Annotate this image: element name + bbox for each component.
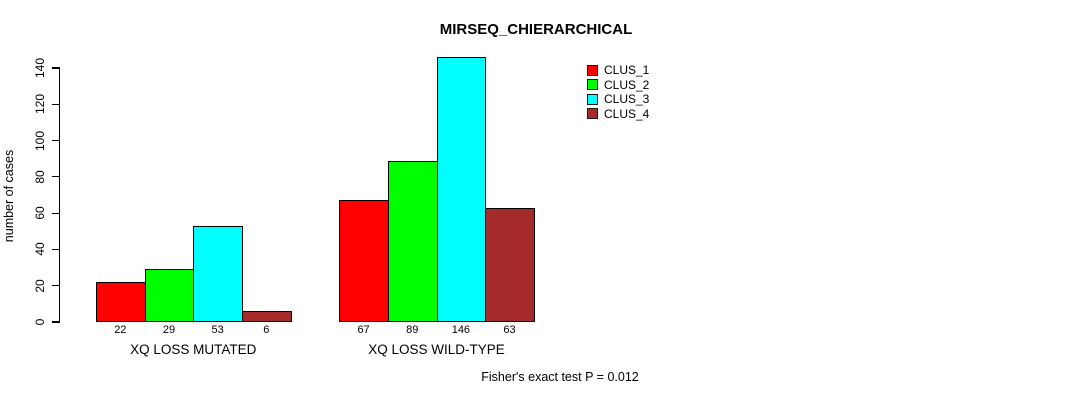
legend-swatch-icon: [587, 108, 598, 120]
y-axis-tick: [52, 103, 60, 105]
bar-value-label: 63: [503, 324, 516, 336]
y-axis-tick-label: 40: [33, 242, 47, 257]
y-axis-tick-label: 20: [33, 279, 47, 293]
y-axis-tick-label: 140: [33, 57, 47, 79]
y-axis-tick: [52, 248, 60, 251]
bar-clus_2-group2: [387, 160, 438, 322]
y-axis-tick-label: 0: [33, 318, 47, 326]
y-axis-tick: [52, 139, 60, 142]
bar-clus_4-group1: [241, 311, 292, 322]
bar-clus_3-group2: [436, 57, 487, 322]
bar-clus_1-group1: [96, 282, 146, 322]
y-axis-tick: [52, 176, 60, 178]
legend-swatch-icon: [587, 93, 598, 105]
legend-label: CLUS_1: [604, 63, 650, 78]
legend-label: CLUS_2: [604, 77, 650, 92]
bar-clus_3-group1: [193, 225, 243, 322]
y-axis-tick: [52, 67, 60, 69]
y-axis-tick: [52, 285, 60, 287]
legend-item-clus_2: CLUS_2: [587, 78, 649, 93]
y-axis-line: [59, 68, 61, 322]
y-axis-title: number of cases: [1, 149, 16, 243]
bar-value-label: 146: [451, 324, 471, 336]
y-axis-tick-label: 100: [33, 130, 47, 151]
y-axis-tick: [52, 321, 60, 323]
legend: CLUS_1 CLUS_2 CLUS_3 CLUS_4: [587, 63, 649, 121]
y-axis-tick: [52, 212, 60, 214]
bar-value-label: 22: [114, 324, 127, 336]
bar-value-label: 6: [263, 324, 270, 336]
chart-title: MIRSEQ_CHIERARCHICAL: [439, 21, 633, 38]
legend-swatch-icon: [587, 64, 598, 76]
legend-label: CLUS_4: [604, 106, 650, 121]
bar-clus_4-group2: [485, 207, 535, 322]
legend-swatch-icon: [587, 79, 598, 91]
bar-value-label: 29: [162, 324, 176, 336]
group-label: XQ LOSS WILD-TYPE: [368, 342, 505, 357]
bar-clus_1-group2: [339, 200, 389, 322]
legend-item-clus_3: CLUS_3: [587, 92, 649, 107]
bar-value-label: 89: [406, 324, 419, 336]
group-label: XQ LOSS MUTATED: [130, 342, 257, 357]
y-axis-tick-label: 80: [33, 170, 47, 184]
y-axis-tick-label: 120: [33, 94, 47, 115]
legend-item-clus_1: CLUS_1: [587, 63, 649, 78]
bar-value-label: 67: [357, 324, 370, 336]
fisher-test-annotation: Fisher's exact test P = 0.012: [481, 370, 639, 384]
bar-value-label: 53: [211, 324, 224, 336]
y-axis-tick-label: 60: [33, 206, 47, 220]
legend-item-clus_4: CLUS_4: [587, 107, 649, 122]
legend-label: CLUS_3: [604, 92, 650, 107]
bar-clus_2-group1: [144, 269, 195, 322]
